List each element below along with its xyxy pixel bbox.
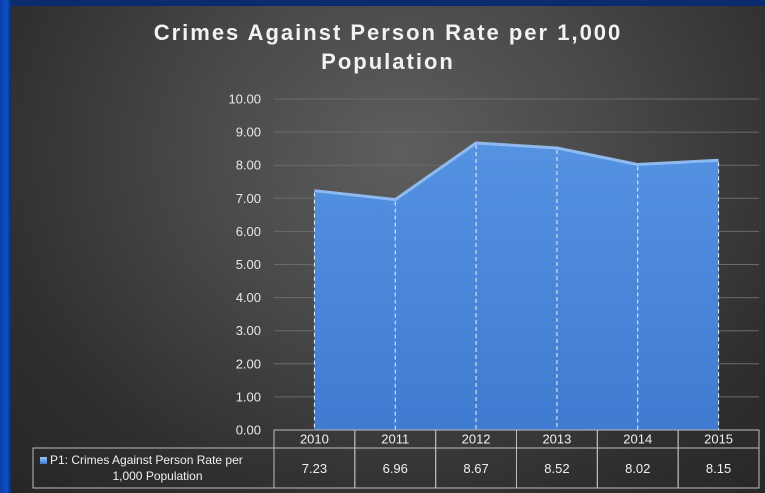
data-value-label: 8.67: [463, 461, 488, 476]
area-top-edge: [314, 141, 719, 202]
x-tick-label: 2013: [542, 432, 571, 447]
x-tick-label: 2014: [623, 432, 652, 447]
y-tick-label: 1.00: [236, 389, 261, 404]
data-value-label: 8.52: [544, 461, 569, 476]
chart-title-line-2: Population: [321, 49, 455, 74]
table-value-cell: [677, 447, 760, 489]
legend-label-line-2: 1,000 Population: [112, 469, 202, 483]
y-tick-label: 3.00: [236, 323, 261, 338]
x-tick-label: 2015: [704, 432, 733, 447]
y-tick-label: 8.00: [236, 158, 261, 173]
area-series: [314, 143, 719, 430]
data-value-label: 6.96: [383, 461, 408, 476]
legend-label-line-1: P1: Crimes Against Person Rate per: [50, 453, 243, 467]
y-tick-label: 5.00: [236, 257, 261, 272]
legend-swatch-icon: [40, 457, 47, 464]
y-tick-label: 6.00: [236, 224, 261, 239]
y-tick-label: 7.00: [236, 191, 261, 206]
y-tick-label: 2.00: [236, 356, 261, 371]
y-tick-label: 9.00: [236, 125, 261, 140]
y-tick-label: 4.00: [236, 290, 261, 305]
plot-svg: 0.00 1.00 2.00 3.00 4.00 5.00 6.00 7.00 8.00 9.00…: [32, 92, 760, 489]
chart-title: Crimes Against Person Rate per 1,000 Pop…: [11, 18, 765, 76]
chart-title-line-1: Crimes Against Person Rate per 1,000: [153, 20, 623, 45]
data-value-label: 8.15: [706, 461, 731, 476]
y-tick-label: 10.00: [228, 92, 261, 107]
y-tick-label: 0.00: [236, 423, 261, 438]
chart-area: Crimes Against Person Rate per 1,000 Pop…: [11, 6, 765, 493]
x-tick-label: 2011: [381, 432, 409, 447]
x-tick-label: 2012: [462, 432, 491, 447]
data-value-label: 8.02: [625, 461, 650, 476]
data-value-label: 7.23: [302, 461, 327, 476]
x-tick-label: 2010: [300, 432, 329, 447]
